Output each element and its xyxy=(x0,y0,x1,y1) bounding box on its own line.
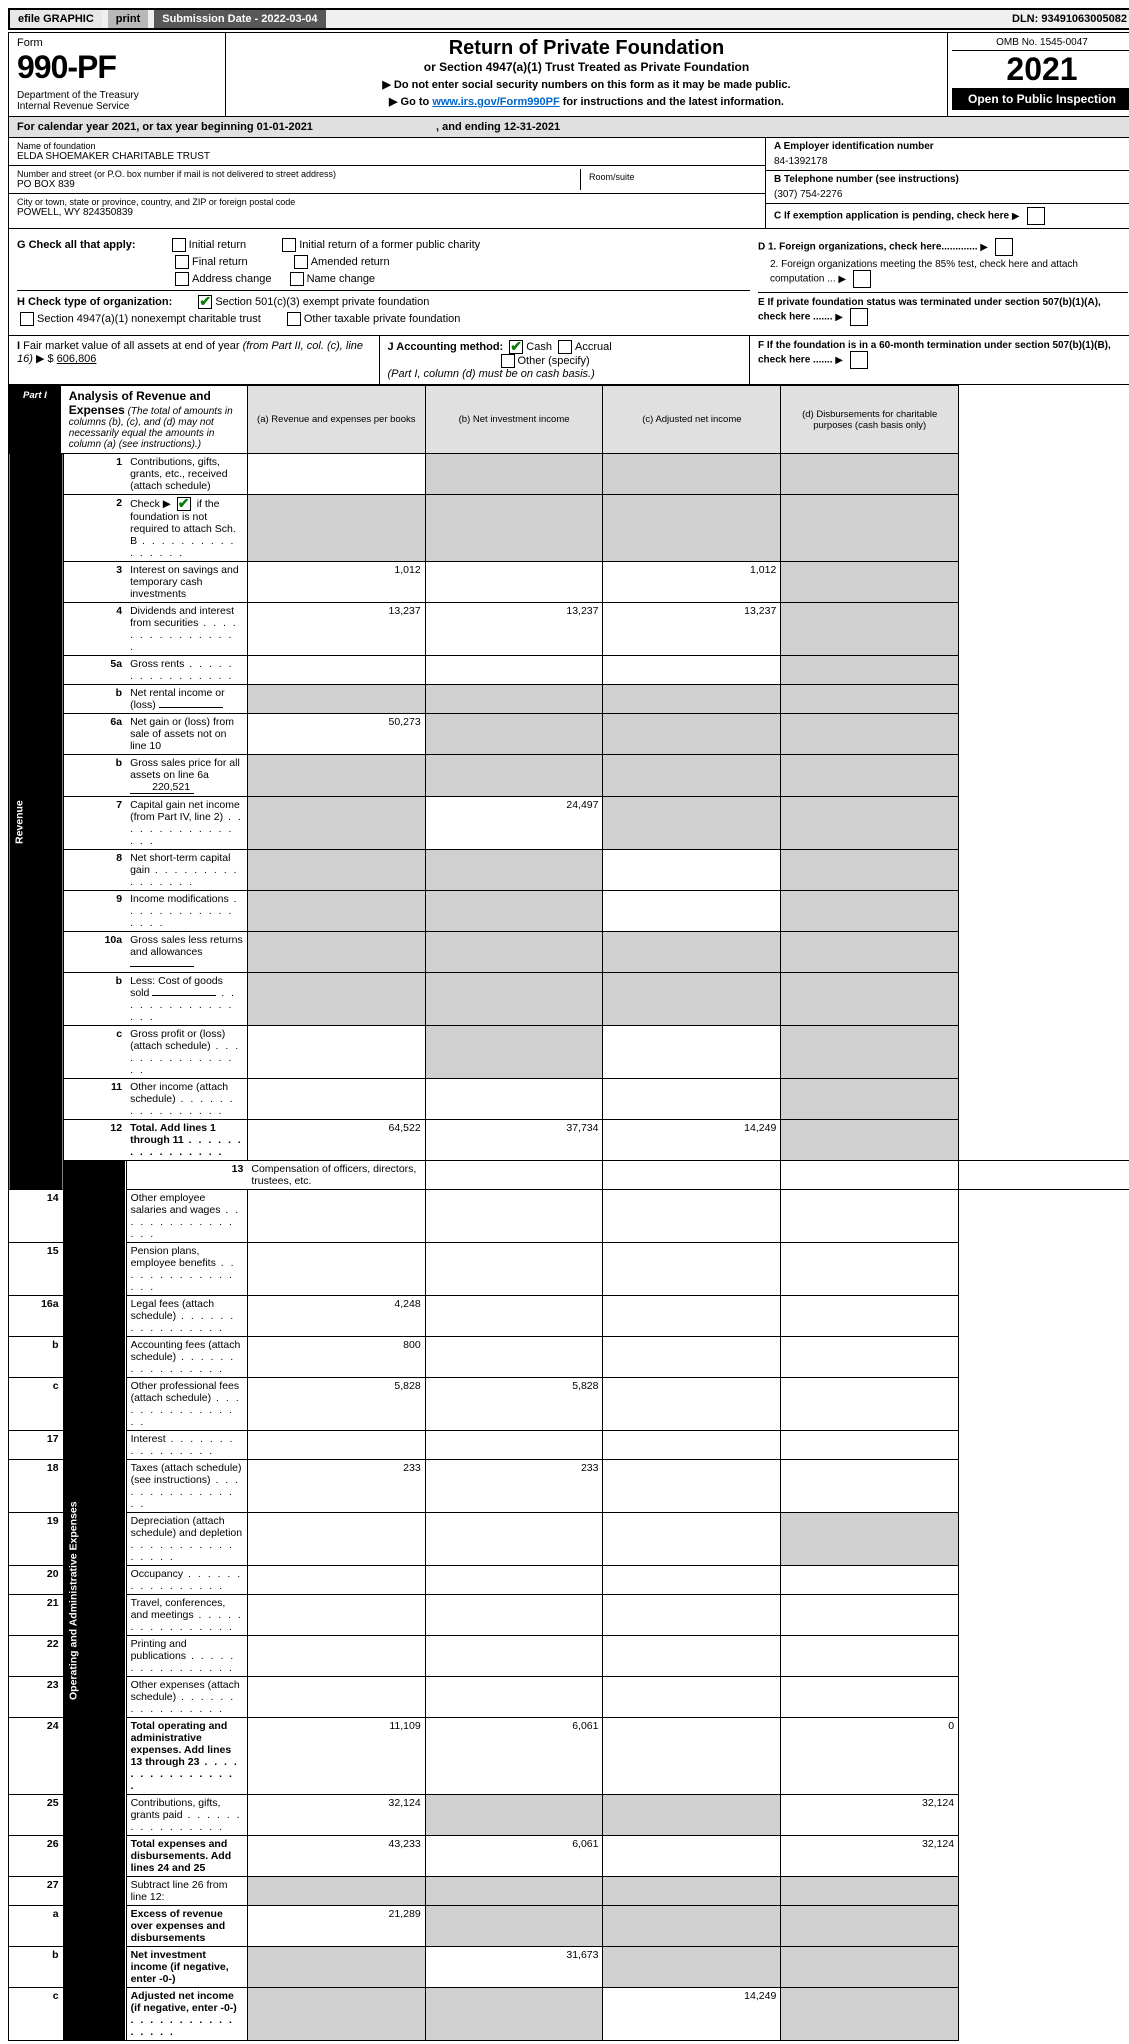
accrual-checkbox[interactable] xyxy=(558,340,572,354)
foundation-name: ELDA SHOEMAKER CHARITABLE TRUST xyxy=(17,151,757,162)
col-b-header: (b) Net investment income xyxy=(425,386,603,454)
4947-checkbox[interactable] xyxy=(20,312,34,326)
other-method-checkbox[interactable] xyxy=(501,354,515,368)
e-label: E If private foundation status was termi… xyxy=(758,297,1101,323)
d1-label: D 1. Foreign organizations, check here..… xyxy=(758,242,978,253)
form-header: Form 990-PF Department of the Treasury I… xyxy=(8,32,1129,117)
h-label: H Check type of organization: xyxy=(17,296,172,308)
section-g-h: G Check all that apply: Initial return I… xyxy=(8,229,1129,336)
other-taxable-checkbox[interactable] xyxy=(287,312,301,326)
form-title: Return of Private Foundation xyxy=(234,37,939,60)
address-change-checkbox[interactable] xyxy=(175,272,189,286)
form-subtitle: or Section 4947(a)(1) Trust Treated as P… xyxy=(234,60,939,74)
c-label: C If exemption application is pending, c… xyxy=(774,211,1009,222)
page-footer: For Paperwork Reduction Act Notice, see … xyxy=(8,2041,1129,2044)
section-i-j: I Fair market value of all assets at end… xyxy=(8,336,1129,385)
amended-return-checkbox[interactable] xyxy=(294,255,308,269)
form-word: Form xyxy=(17,37,217,49)
ein-label: A Employer identification number xyxy=(774,141,1128,152)
addr-label: Number and street (or P.O. box number if… xyxy=(17,169,580,179)
ein-value: 84-1392178 xyxy=(774,156,1128,167)
calendar-year-row: For calendar year 2021, or tax year begi… xyxy=(8,117,1129,138)
part1-desc: Analysis of Revenue and Expenses (The to… xyxy=(61,386,247,453)
submission-date: Submission Date - 2022-03-04 xyxy=(154,10,325,28)
instr-2: ▶ Go to www.irs.gov/Form990PF for instru… xyxy=(234,95,939,108)
cash-checkbox[interactable] xyxy=(509,340,523,354)
e-checkbox[interactable] xyxy=(850,308,868,326)
phone-value: (307) 754-2276 xyxy=(774,189,1128,200)
efile-label: efile GRAPHIC xyxy=(10,10,102,28)
print-button[interactable]: print xyxy=(108,10,148,28)
j-note: (Part I, column (d) must be on cash basi… xyxy=(388,368,595,380)
dept-treasury: Department of the Treasury Internal Reve… xyxy=(17,90,217,112)
phone-label: B Telephone number (see instructions) xyxy=(774,174,1128,185)
d1-checkbox[interactable] xyxy=(995,238,1013,256)
col-a-header: (a) Revenue and expenses per books xyxy=(247,386,425,454)
open-to-public: Open to Public Inspection xyxy=(952,88,1129,110)
dln-label: DLN: 93491063005082 xyxy=(1004,10,1129,28)
501c3-checkbox[interactable] xyxy=(198,295,212,309)
d2-checkbox[interactable] xyxy=(853,270,871,288)
col-d-header: (d) Disbursements for charitable purpose… xyxy=(781,386,959,454)
d2-label: 2. Foreign organizations meeting the 85%… xyxy=(770,259,1078,285)
part1-table: Part I Analysis of Revenue and Expenses … xyxy=(8,385,1129,2041)
expenses-side-label: Operating and Administrative Expenses xyxy=(63,1161,126,2041)
tax-year: 2021 xyxy=(952,51,1129,88)
form-number: 990-PF xyxy=(17,49,217,86)
col-c-header: (c) Adjusted net income xyxy=(603,386,781,454)
omb-number: OMB No. 1545-0047 xyxy=(952,37,1129,51)
foundation-city: POWELL, WY 824350839 xyxy=(17,207,757,218)
fmv-value: 606,806 xyxy=(57,353,97,365)
initial-former-checkbox[interactable] xyxy=(282,238,296,252)
city-label: City or town, state or province, country… xyxy=(17,197,757,207)
form990pf-link[interactable]: www.irs.gov/Form990PF xyxy=(432,96,559,108)
final-return-checkbox[interactable] xyxy=(175,255,189,269)
part1-tab: Part I xyxy=(9,386,61,453)
f-checkbox[interactable] xyxy=(850,351,868,369)
revenue-side-label: Revenue xyxy=(9,454,64,1190)
g-label: G Check all that apply: xyxy=(17,239,136,251)
foundation-info: Name of foundation ELDA SHOEMAKER CHARIT… xyxy=(8,138,1129,229)
i-label: I xyxy=(17,340,20,352)
instr-1: ▶ Do not enter social security numbers o… xyxy=(234,78,939,91)
name-label: Name of foundation xyxy=(17,141,757,151)
top-bar: efile GRAPHIC print Submission Date - 20… xyxy=(8,8,1129,30)
j-label: J Accounting method: xyxy=(388,341,504,353)
initial-return-checkbox[interactable] xyxy=(172,238,186,252)
f-label: F If the foundation is in a 60-month ter… xyxy=(758,340,1111,366)
name-change-checkbox[interactable] xyxy=(290,272,304,286)
room-suite-label: Room/suite xyxy=(580,169,757,190)
line6b-value: 220,521 xyxy=(130,781,194,794)
c-checkbox[interactable] xyxy=(1027,207,1045,225)
foundation-address: PO BOX 839 xyxy=(17,179,580,190)
schb-checkbox[interactable] xyxy=(177,497,191,511)
